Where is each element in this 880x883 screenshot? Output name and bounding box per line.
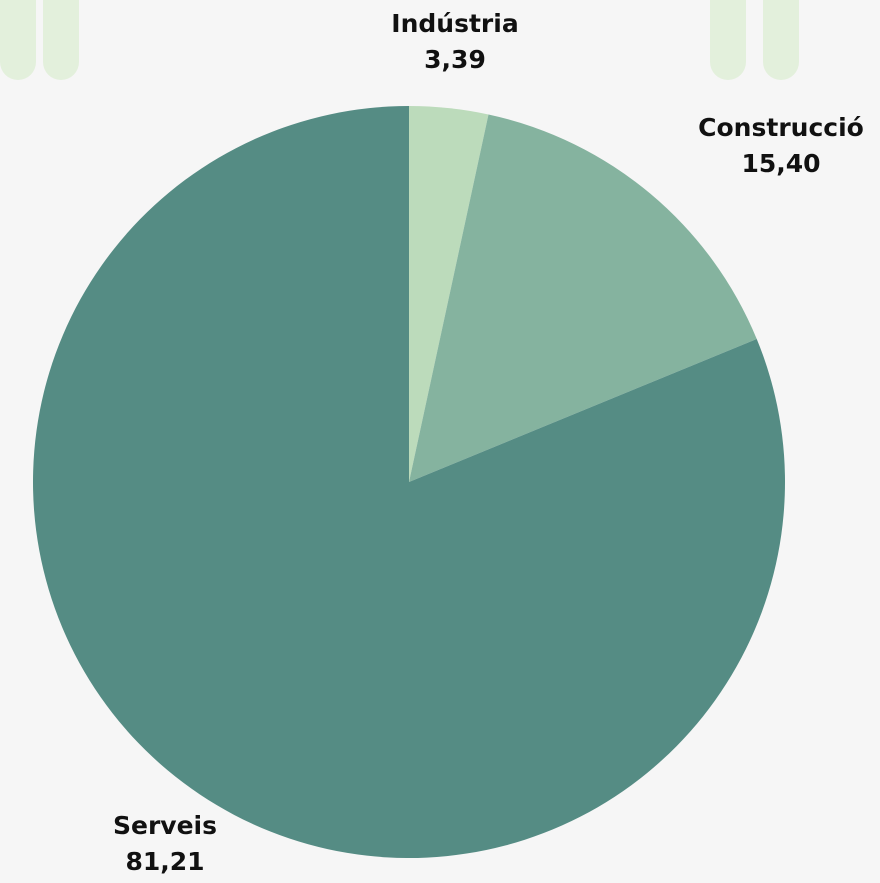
slice-label-serveis: Serveis 81,21 (113, 808, 217, 880)
slice-label-value: 3,39 (424, 45, 486, 74)
slice-label-industria: Indústria 3,39 (391, 6, 518, 78)
slice-label-value: 15,40 (741, 149, 821, 178)
decorative-bar (0, 0, 36, 80)
pie-slice-3 (32, 106, 786, 859)
decorative-bar (43, 0, 79, 80)
slice-label-name: Indústria (391, 9, 519, 38)
pie-slice-2 (409, 114, 757, 483)
slice-label-name: Serveis (113, 811, 217, 840)
slice-label-name: Construcció (698, 113, 864, 142)
slice-label-construccio: Construcció 15,40 (698, 110, 864, 182)
decorative-bar (763, 0, 799, 80)
pie-slices (32, 106, 786, 859)
slice-label-value: 81,21 (125, 847, 205, 876)
decorative-bar (710, 0, 746, 80)
pie-slice-1 (409, 106, 489, 482)
